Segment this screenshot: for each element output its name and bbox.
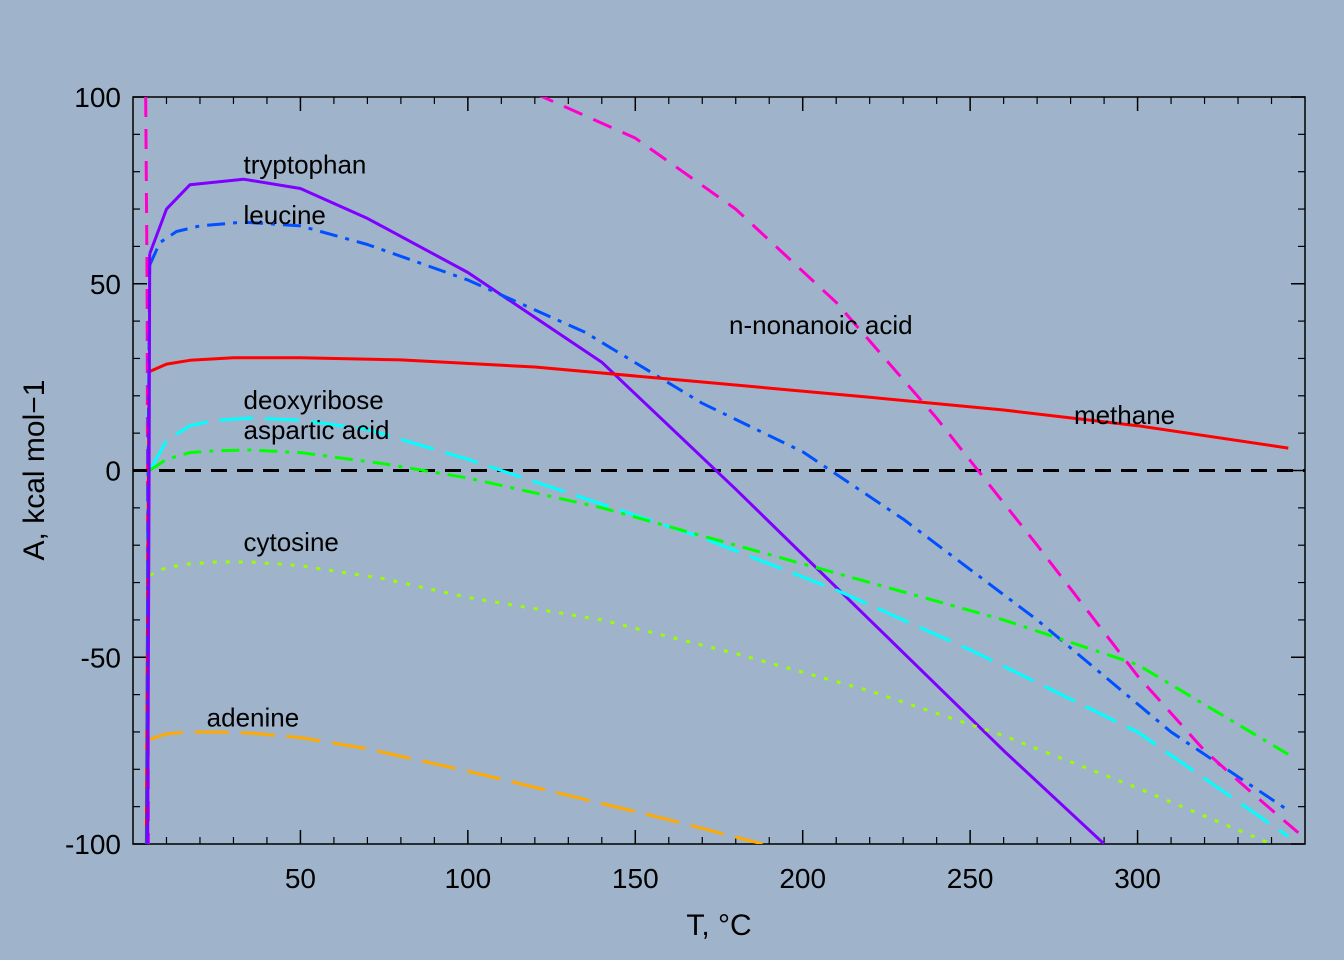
low-temperature-spike <box>146 253 152 844</box>
y-tick-label: -100 <box>65 829 121 860</box>
y-axis-title: A, kcal mol−1 <box>18 380 51 561</box>
y-tick-label: 100 <box>74 82 121 113</box>
label-deoxyribose: deoxyribose <box>244 385 384 415</box>
label-adenine: adenine <box>207 702 300 732</box>
series-line-leucine <box>148 220 1290 812</box>
series-line-n-nonanoic-acid <box>539 97 1300 834</box>
y-tick-label: 50 <box>90 269 121 300</box>
label-aspartic-acid: aspartic acid <box>244 415 390 445</box>
x-tick-label: 50 <box>285 863 316 894</box>
series-line-cytosine <box>149 560 1273 844</box>
series-line-adenine <box>149 730 763 844</box>
series-line-methane <box>149 356 1289 450</box>
axis-ticks: 50 100 150 200 250 300 100 50 0 -50 -100 <box>65 82 1305 894</box>
x-tick-label: 300 <box>1114 863 1161 894</box>
y-tick-label: 0 <box>105 456 121 487</box>
label-n-nonanoic-acid: n-nonanoic acid <box>729 310 913 340</box>
x-tick-label: 100 <box>444 863 491 894</box>
series-lines <box>144 97 1300 844</box>
label-cytosine: cytosine <box>244 527 339 557</box>
label-leucine: leucine <box>244 200 326 230</box>
x-axis-title: T, °C <box>686 909 751 942</box>
label-methane: methane <box>1074 400 1175 430</box>
series-group <box>144 97 1300 844</box>
x-tick-label: 200 <box>779 863 826 894</box>
series-line-tryptophan <box>148 177 1106 844</box>
y-tick-label: -50 <box>81 642 121 673</box>
x-tick-label: 250 <box>947 863 994 894</box>
x-tick-label: 150 <box>612 863 659 894</box>
series-labels: tryptophan leucine n-nonanoic acid methane d… <box>207 150 1175 733</box>
series-line-deoxyribose <box>148 416 1290 838</box>
series-line-aspartic-acid <box>148 448 1290 756</box>
label-tryptophan: tryptophan <box>244 150 367 180</box>
